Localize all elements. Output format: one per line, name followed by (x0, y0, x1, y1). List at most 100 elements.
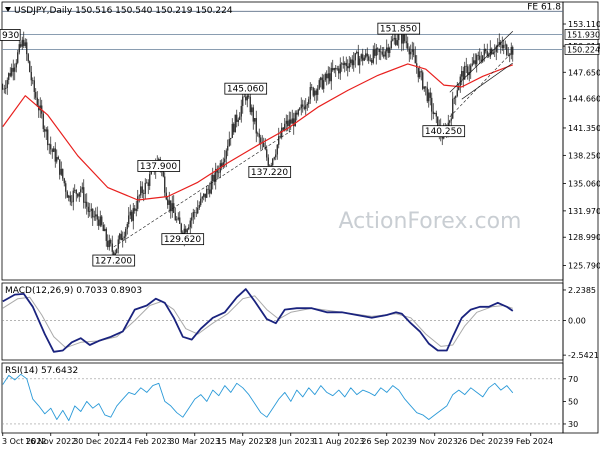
candle-body (410, 51, 412, 55)
candle-body (275, 154, 277, 158)
candle-body (218, 172, 220, 174)
candle-body (56, 157, 58, 162)
candle-body (371, 59, 373, 63)
candle-body (51, 149, 53, 152)
candle-body (8, 73, 10, 80)
candle-body (126, 223, 128, 230)
candle-body (60, 168, 62, 175)
candle-body (216, 168, 218, 173)
candle-body (293, 118, 295, 127)
moving-average-line (2, 63, 514, 201)
candle-body (389, 47, 391, 54)
candle-body (396, 40, 398, 45)
candle-body (326, 73, 328, 79)
candle-body (192, 212, 194, 218)
candle-body (473, 60, 475, 64)
candle-body (330, 68, 332, 82)
candle-body (426, 87, 428, 102)
candle-body (191, 217, 193, 221)
candle-body (32, 80, 34, 81)
candle-body (24, 42, 26, 46)
candle-body (80, 189, 82, 193)
x-tick-label: 26 Sep 2023 (361, 437, 412, 446)
price-panel-frame (1, 1, 564, 281)
candle-body (360, 54, 362, 59)
candle-body (506, 44, 508, 55)
candle-body (3, 88, 5, 90)
candle-body (149, 174, 151, 186)
candle-body (141, 186, 143, 194)
candle-body (384, 51, 386, 57)
price-ytick-label: 138.250 (568, 151, 600, 160)
candle-body (36, 97, 38, 106)
candle-body (383, 54, 385, 57)
candle-body (278, 136, 280, 145)
candle-body (341, 63, 343, 65)
candle-body (291, 118, 293, 124)
candle-body (12, 67, 14, 72)
candle-body (422, 72, 424, 89)
candle-body (284, 123, 286, 130)
candle-body (242, 96, 244, 106)
candle-body (288, 119, 290, 127)
candle-body (465, 65, 467, 67)
candle-body (240, 105, 242, 117)
candle-body (488, 55, 490, 57)
candle-body (228, 139, 230, 146)
candle-body (303, 106, 305, 109)
candle-body (254, 118, 256, 122)
annotation-box-2 (224, 82, 268, 95)
candle-body (300, 104, 302, 109)
candle-body (453, 97, 455, 99)
candle-body (135, 208, 137, 211)
candle-body (23, 39, 25, 46)
candle-body (134, 208, 136, 211)
candle-body (353, 60, 355, 66)
candle-body (146, 182, 148, 184)
candle-body (243, 96, 245, 98)
candle-body (236, 114, 238, 122)
candle-body (102, 224, 104, 231)
watermark-text: ActionForex.com (339, 209, 522, 234)
candle-body (17, 52, 19, 63)
trend-line (113, 130, 291, 248)
candle-body (452, 98, 454, 119)
candle-body (189, 220, 191, 228)
candle-body (57, 157, 59, 160)
candle-body (248, 95, 250, 97)
candle-body (411, 49, 413, 52)
candle-body (356, 51, 358, 54)
candle-body (449, 120, 451, 123)
candle-body (290, 119, 292, 124)
macd-ytick-label: -2.5421 (568, 351, 599, 360)
candle-body (398, 31, 400, 41)
candle-body (471, 63, 473, 66)
candle-body (128, 215, 130, 224)
candle-body (33, 80, 35, 92)
candle-body (305, 105, 307, 109)
x-tick-label: 9 Feb 2024 (508, 437, 553, 446)
candle-body (402, 34, 404, 44)
candle-body (309, 87, 311, 100)
candle-body (267, 157, 269, 166)
candle-body (200, 198, 202, 206)
candle-body (224, 158, 226, 163)
annotation-label-0: 930 (2, 31, 19, 41)
channel-mid-line (449, 51, 514, 118)
rsi-panel-frame (1, 362, 564, 434)
candle-body (221, 163, 223, 167)
candle-body (437, 116, 439, 134)
candle-body (257, 133, 259, 135)
annotation-box-5 (422, 125, 466, 138)
candle-body (116, 248, 118, 254)
price-ytick-label: 131.970 (568, 207, 600, 216)
candle-body (405, 41, 407, 44)
candle-body (215, 168, 217, 182)
candle-body (171, 203, 173, 212)
candle-body (129, 211, 131, 216)
candle-body (359, 58, 361, 66)
candle-body (9, 73, 11, 76)
candle-body (369, 59, 371, 61)
candle-body (416, 63, 418, 68)
candle-body (414, 55, 416, 64)
